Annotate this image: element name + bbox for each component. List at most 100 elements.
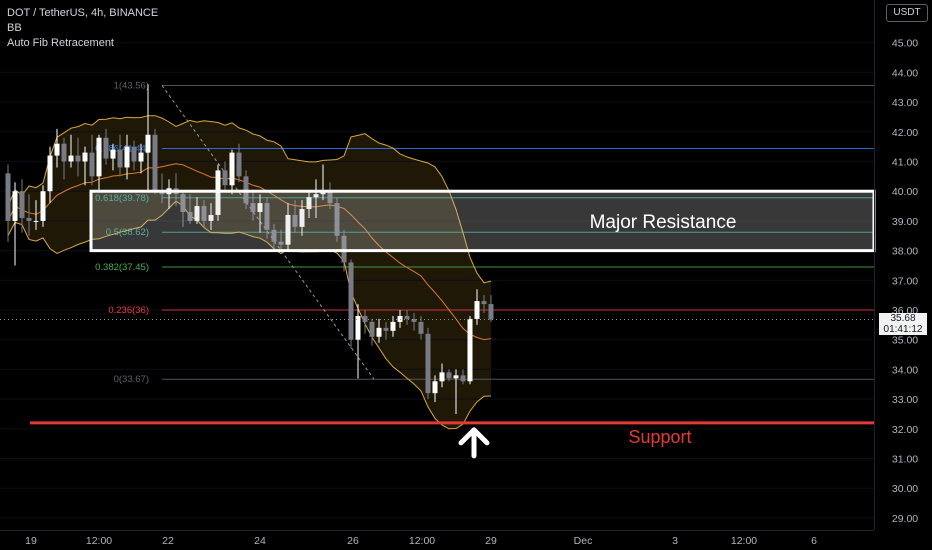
candle (327, 182, 333, 210)
candle (40, 185, 46, 227)
x-tick-label: 12:00 (409, 535, 435, 547)
candle (390, 315, 396, 337)
candle-body (229, 152, 235, 186)
candle-body (264, 203, 270, 230)
candle-body (397, 315, 403, 322)
candle (383, 321, 389, 340)
bb-upper (7, 115, 492, 284)
fib-level-label: 0.236(36) (108, 305, 149, 316)
candle (278, 229, 284, 251)
bb-fill (8, 115, 491, 429)
x-tick-label: 22 (162, 535, 174, 547)
candle-body (292, 214, 298, 227)
candle-body (187, 212, 193, 221)
candle (404, 310, 410, 325)
candle (425, 327, 431, 400)
candle (446, 369, 452, 382)
symbol-title[interactable]: DOT / TetherUS, 4h, BINANCE (7, 7, 159, 19)
y-tick-label: 40.00 (892, 186, 918, 198)
candle-body (453, 375, 459, 379)
candle (467, 315, 473, 385)
candle (110, 143, 116, 171)
y-tick-label: 39.00 (892, 216, 918, 228)
candle-body (488, 304, 494, 320)
candle (397, 310, 403, 328)
candle-body (418, 321, 424, 334)
candle (376, 318, 382, 343)
candle (474, 289, 480, 325)
candle (229, 149, 235, 195)
candle (369, 318, 375, 346)
candle-body (5, 173, 11, 221)
resistance-label: Major Resistance (590, 212, 737, 233)
y-tick-label: 30.00 (892, 483, 918, 495)
fib-level-label: 0.382(37.45) (95, 262, 149, 273)
y-tick-label: 32.00 (892, 424, 918, 436)
candle-body (348, 262, 354, 340)
candle (418, 315, 424, 340)
candle (187, 194, 193, 224)
candle-body (313, 194, 319, 198)
candle-body (12, 191, 18, 221)
candle (432, 375, 438, 403)
candle (26, 194, 32, 236)
candle-body (299, 209, 305, 227)
fib-level-label: 1(43.56) (114, 80, 149, 91)
candle-body (222, 170, 228, 186)
candle-body (117, 149, 123, 168)
x-tick-label: 24 (254, 535, 266, 547)
candle-body (481, 301, 487, 305)
candle-body (201, 206, 207, 221)
candle-body (180, 194, 186, 213)
candle-body (467, 318, 473, 382)
candle (89, 134, 95, 186)
candle-body (411, 318, 417, 322)
candle-body (124, 146, 130, 168)
candle (208, 203, 214, 230)
candle-body (278, 241, 284, 245)
candle (47, 146, 53, 204)
candle-body (26, 217, 32, 221)
fib-level-label: 0.5(38.62) (106, 227, 149, 238)
candle (439, 363, 445, 388)
candle (250, 191, 256, 221)
last-price-label: 35.68 01:41:12 (879, 313, 927, 335)
candle (264, 197, 270, 239)
y-tick-label: 42.00 (892, 127, 918, 139)
bb-lower (7, 200, 492, 430)
candle-body (236, 152, 242, 177)
candle (313, 179, 319, 218)
candle-body (82, 152, 88, 162)
candle (481, 295, 487, 313)
candle-body (369, 321, 375, 337)
candle-body (285, 214, 291, 245)
candle-body (19, 191, 25, 218)
candle (411, 312, 417, 331)
candle-body (208, 214, 214, 221)
candle-body (376, 327, 382, 337)
candle (271, 223, 277, 248)
indicator-fib[interactable]: Auto Fib Retracement (7, 37, 114, 49)
candle-body (257, 203, 263, 213)
candle (292, 200, 298, 233)
candle-body (404, 315, 410, 319)
fib-trend-line (161, 85, 375, 380)
candle (355, 304, 361, 379)
candle (306, 191, 312, 218)
candle (488, 295, 494, 322)
indicator-bb[interactable]: BB (7, 22, 22, 34)
candle-body (460, 375, 466, 382)
y-tick-label: 43.00 (892, 97, 918, 109)
candle (362, 310, 368, 334)
candle (131, 140, 137, 171)
candle (33, 200, 39, 230)
x-tick-label: 3 (672, 535, 678, 547)
x-tick-label: 12:00 (731, 535, 757, 547)
candle-body (152, 134, 158, 192)
y-tick-label: 45.00 (892, 38, 918, 50)
candle-body (474, 301, 480, 319)
resistance-zone (89, 189, 876, 253)
currency-unit-badge[interactable]: USDT (886, 4, 928, 22)
support-label: Support (628, 427, 691, 447)
